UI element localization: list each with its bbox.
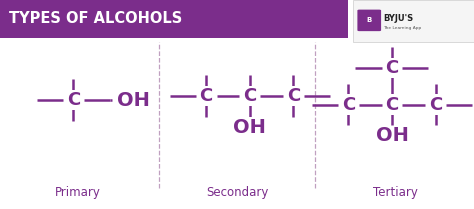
Text: The Learning App: The Learning App: [383, 26, 421, 30]
Text: C: C: [67, 91, 80, 109]
FancyBboxPatch shape: [353, 0, 474, 42]
Text: C: C: [342, 96, 355, 113]
Text: TYPES OF ALCOHOLS: TYPES OF ALCOHOLS: [9, 11, 183, 26]
Text: C: C: [287, 87, 300, 105]
Text: C: C: [429, 96, 442, 113]
Text: OH: OH: [233, 118, 266, 137]
FancyBboxPatch shape: [0, 0, 348, 38]
Text: Tertiary: Tertiary: [374, 186, 418, 199]
Text: BYJU'S: BYJU'S: [383, 14, 413, 23]
Text: B: B: [366, 18, 372, 23]
FancyBboxPatch shape: [357, 10, 381, 31]
Text: OH: OH: [375, 126, 409, 145]
Text: C: C: [385, 96, 399, 113]
Text: OH: OH: [117, 91, 150, 110]
Text: C: C: [200, 87, 213, 105]
Text: Secondary: Secondary: [206, 186, 268, 199]
Text: C: C: [243, 87, 256, 105]
Text: Primary: Primary: [55, 186, 101, 199]
Text: C: C: [385, 59, 399, 77]
